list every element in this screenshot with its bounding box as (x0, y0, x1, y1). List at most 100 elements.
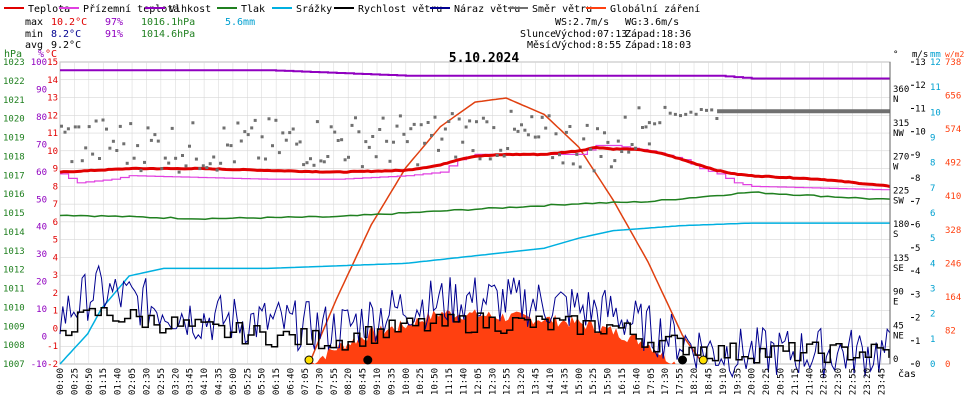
wind-direction-point (153, 133, 157, 137)
x-tick-label: 08:45 (359, 368, 369, 395)
stats-max-press: 1016.1hPa (141, 17, 195, 28)
mm-axis-unit: mm (930, 50, 941, 60)
wind-direction-point (537, 135, 541, 139)
wind-direction-point (167, 161, 171, 165)
wind-wg: WG:3.6m/s (625, 17, 679, 28)
stats-avg-temp: 9.2°C (51, 40, 81, 51)
wind-direction-point (464, 125, 468, 129)
temp-tick: 3 (53, 271, 58, 281)
x-tick-label: 22:05 (820, 368, 830, 395)
x-tick-label: 04:10 (200, 368, 210, 395)
theoretical-radiation-line (308, 97, 704, 365)
mm-tick: 1 (930, 335, 935, 345)
wind-direction-point (630, 143, 634, 146)
wind-direction-point (125, 161, 129, 165)
legend-label: Přízemní teplota (83, 3, 179, 15)
wind-direction-point (715, 117, 719, 120)
dir-axis-unit: ° (893, 50, 898, 60)
press-tick: 1012 (3, 266, 25, 276)
wind-direction-point (596, 127, 599, 131)
temp-tick: 6 (53, 218, 58, 228)
press-tick: 1015 (3, 209, 25, 219)
wind-direction-point (653, 122, 657, 126)
wind-direction-point (440, 137, 444, 141)
wind-direction-point (315, 120, 319, 124)
wind-direction-point (271, 144, 274, 148)
wind-direction-point (136, 144, 140, 148)
wind-direction-point (277, 151, 281, 155)
wind-direction-point (647, 121, 651, 125)
legend-label: Globální záření (610, 3, 700, 15)
wind-direction-point (322, 160, 326, 164)
wind-direction-point (219, 161, 223, 165)
wind-direction-point (398, 114, 402, 118)
x-tick-label: 01:15 (99, 368, 109, 395)
wind-direction-point (236, 121, 240, 125)
x-tick-label: 00:50 (85, 368, 95, 395)
ms-tick: 11 (915, 104, 926, 114)
wind-direction-point (267, 117, 271, 121)
wind-direction-point (139, 169, 143, 173)
ms-tick: 9 (915, 151, 920, 161)
press-tick: 1017 (3, 171, 25, 181)
wind-direction-point (694, 112, 698, 116)
wind-direction-point (350, 123, 354, 127)
x-tick-label: 13:20 (517, 368, 527, 395)
legend-label: Směr větru (532, 3, 592, 15)
wind-direction-point (246, 133, 250, 137)
x-tick-label: 17:30 (661, 368, 671, 395)
wind-direction-point (243, 130, 247, 134)
wind-direction-point (492, 126, 496, 130)
wind-direction-point (673, 112, 677, 116)
x-tick-label: 19:10 (719, 368, 729, 395)
wind-direction-point (416, 163, 420, 167)
wind-direction-point (409, 127, 413, 131)
moon-rise: Východ:8:55 (555, 39, 621, 51)
temp-tick: 11 (47, 129, 58, 139)
wind-direction-point (118, 124, 122, 128)
wind-direction-point (378, 128, 382, 131)
stats-min-temp: 8.2°C (51, 29, 81, 40)
x-tick-label: 12:55 (503, 368, 513, 395)
dir-tick-label: W (893, 163, 899, 173)
wind-direction-point (381, 116, 385, 120)
wind-direction-point (188, 144, 191, 148)
wind-direction-point (284, 138, 288, 142)
dir-tick: 180 (893, 220, 909, 230)
temp-tick: 14 (47, 76, 58, 86)
x-tick-label: 20:00 (748, 368, 758, 395)
wind-direction-point (526, 133, 530, 137)
wind-direction-point (111, 139, 115, 143)
wm2-tick: 656 (945, 92, 961, 102)
temp-tick: 0 (53, 324, 58, 334)
x-tick-label: 06:40 (287, 368, 297, 395)
wind-direction-point (423, 141, 427, 145)
wind-direction-point (312, 163, 316, 167)
x-tick-label: 10:50 (431, 368, 441, 395)
x-tick-label: 16:15 (618, 368, 628, 395)
ms-tick: 13 (915, 58, 926, 68)
x-tick-label: 06:15 (272, 368, 282, 395)
wind-direction-point (253, 118, 257, 122)
wm2-tick: 164 (945, 293, 961, 303)
wind-direction-point (578, 165, 582, 169)
wind-direction-point (201, 164, 205, 168)
wind-direction-point (66, 127, 70, 131)
wind-direction-point (402, 132, 406, 136)
humidity-line (60, 69, 890, 80)
dir-tick-label: S (893, 230, 898, 240)
hum-tick: 50 (36, 195, 47, 205)
x-tick-label: 12:30 (488, 368, 498, 395)
x-tick-label: 15:25 (589, 368, 599, 395)
mm-tick: 7 (930, 184, 935, 194)
hum-tick: 40 (36, 223, 47, 233)
press-tick: 1010 (3, 303, 25, 313)
wind-direction-point (264, 157, 267, 161)
hum-tick: 30 (36, 250, 47, 260)
temp-tick: 2 (53, 289, 58, 299)
wind-direction-band (717, 109, 890, 114)
wind-direction-point (547, 114, 551, 118)
x-tick-label: 03:20 (171, 368, 181, 395)
x-tick-label: 02:30 (142, 368, 152, 395)
